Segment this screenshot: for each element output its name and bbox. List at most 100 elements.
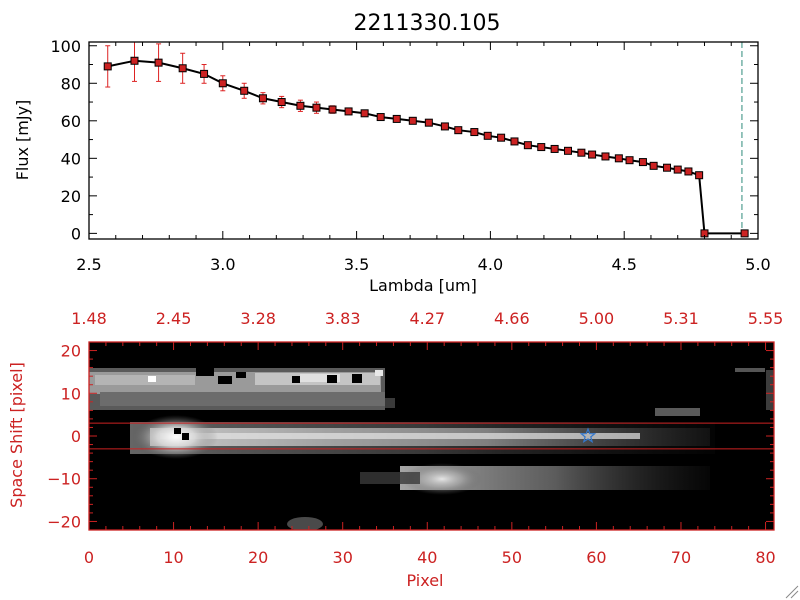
data-point [625,156,634,165]
x-tick-label: 30 [333,548,353,567]
data-point [312,103,321,112]
data-point [638,158,647,167]
data-point [258,94,267,103]
top-tick-label: 3.28 [240,309,276,328]
x-tick-label: 5.0 [745,255,770,274]
y-tick-label: 0 [71,224,81,243]
secondary-trace-spread [360,472,420,484]
y-tick-label: 20 [61,342,81,361]
band-gap [148,376,156,382]
data-point [376,113,385,122]
spectrum-marks [103,42,749,239]
data-point [296,101,305,110]
data-point [154,58,163,67]
data-point [240,86,249,95]
data-point [564,146,573,155]
x-tick-label: 60 [586,548,606,567]
chart-title: 2211330.105 [354,11,501,36]
spectrum-x-axis-label: Lambda [um] [369,276,477,295]
primary-trace-core [160,433,640,439]
data-point [200,69,209,78]
faint-patch [655,408,700,416]
band-gap [327,375,337,383]
data-point [470,128,479,137]
y-tick-label: 100 [50,37,81,56]
top-tick-label: 4.27 [409,309,445,328]
top-tick-label: 3.83 [325,309,361,328]
top-tick-label: 5.55 [748,309,784,328]
faint-patch [766,370,774,410]
data-point [344,107,353,116]
top-tick-label: 4.66 [494,309,530,328]
saturated-band-lower [100,392,385,406]
data-point [277,98,286,107]
x-tick-label: 50 [502,548,522,567]
band-gap [375,370,383,376]
data-point [408,116,417,125]
hot-pixel [174,428,181,434]
data-point [218,79,227,88]
x-tick-label: 3.5 [344,255,369,274]
x-tick-label: 4.0 [478,255,503,274]
x-tick-label: 20 [248,548,268,567]
data-point [454,126,463,135]
faint-patch [735,368,765,372]
hot-pixel [182,433,189,440]
data-point [103,62,112,71]
y-tick-label: 80 [61,74,81,93]
secondary-peak [402,463,482,495]
y-tick-label: 10 [61,384,81,403]
data-point [649,161,658,170]
band-gap [196,366,214,376]
data-point [328,105,337,114]
data-point [178,64,187,73]
x-tick-label: 3.0 [210,255,235,274]
spectrum-x-ticks: 2.5 3.0 3.5 4.0 4.5 5.0 [76,42,771,274]
data-point [440,122,449,131]
band-gap [218,376,232,384]
data-point [684,167,693,176]
x-tick-label: 10 [163,548,183,567]
image-x-ticks: 0 10 20 30 40 50 60 70 80 [84,522,776,567]
spectrum-plot-frame [88,41,759,240]
data-point [130,56,139,65]
y-tick-label: 0 [71,427,81,446]
x-tick-label: 4.5 [611,255,636,274]
x-tick-label: 70 [671,548,691,567]
band-edge [385,398,395,408]
data-point [601,152,610,161]
image-x-axis-label: Pixel [406,571,443,590]
data-point [577,148,586,157]
data-point [424,118,433,127]
band-gap [352,374,362,383]
data-point [740,229,749,238]
saturated-band-bright [300,374,340,382]
y-tick-label: −20 [47,512,81,531]
x-tick-label: 2.5 [76,255,101,274]
x-tick-label: 0 [84,548,94,567]
faint-blob [287,517,323,530]
saturated-band-bright [95,375,195,385]
data-point [588,150,597,159]
spectrum-y-ticks: 0 20 40 60 80 100 [50,37,758,243]
star-marker-icon [579,427,597,444]
top-tick-label: 5.00 [579,309,615,328]
primary-peak [134,415,218,459]
resize-grip-icon[interactable] [785,585,799,599]
top-tick-label: 5.31 [663,309,699,328]
y-tick-label: 40 [61,149,81,168]
image-y-axis-label: Space Shift [pixel] [7,362,26,508]
data-point [663,163,672,172]
band-gap [236,372,246,378]
spectrum-panel: 2211330.105 2.5 3.0 3.5 4.0 4.5 5.0 0 20 40 60 80… [13,11,771,295]
y-tick-label: 60 [61,112,81,131]
x-tick-label: 40 [417,548,437,567]
data-point [537,143,546,152]
band-gap [292,376,300,383]
x-tick-label: 80 [755,548,775,567]
data-point [497,133,506,142]
data-point [695,171,704,180]
data-point [510,137,519,146]
image-top-wavelength-ticks: 1.48 2.45 3.28 3.83 4.27 4.66 5.00 5.31 5.55 [71,309,783,350]
